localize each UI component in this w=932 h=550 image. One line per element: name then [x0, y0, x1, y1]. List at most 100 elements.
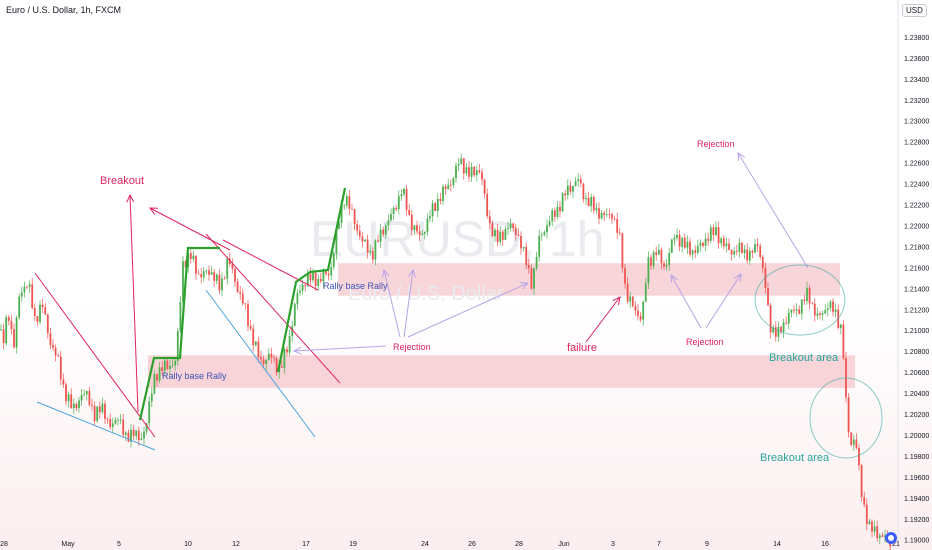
candle-body: [166, 360, 169, 369]
candle-body: [457, 163, 460, 166]
candle-body: [28, 284, 31, 288]
candle-body: [626, 283, 629, 302]
candle-body: [218, 274, 221, 291]
candle-body: [694, 250, 697, 253]
candle-body: [579, 179, 582, 184]
candle-body: [720, 238, 723, 244]
candle-body: [793, 309, 795, 311]
candle-body: [707, 238, 710, 241]
candle-body: [67, 394, 70, 402]
breakout-circle-1: [754, 264, 846, 336]
candle-body: [306, 273, 309, 286]
candle-body: [202, 271, 205, 278]
candle-body: [813, 303, 816, 316]
candle-body: [756, 244, 759, 247]
candle-body: [241, 293, 244, 304]
y-tick-label: 1.21800: [904, 244, 929, 251]
candle-body: [538, 235, 541, 257]
candle-body: [62, 379, 65, 385]
candle-body: [299, 290, 301, 293]
candle-body: [829, 301, 832, 309]
candle-body: [647, 257, 650, 284]
candle-body: [746, 249, 749, 261]
candle-body: [572, 186, 574, 192]
candle-body: [868, 521, 871, 524]
candle-body: [101, 403, 104, 413]
tradingview-logo-icon[interactable]: [884, 531, 898, 545]
candle-body: [582, 183, 585, 200]
candle-body: [559, 206, 561, 212]
candle-body: [826, 308, 829, 311]
candle-body: [850, 432, 853, 445]
y-tick-label: 1.21000: [904, 328, 929, 335]
candle-body: [655, 252, 658, 255]
candle-body: [400, 194, 403, 197]
candle-body: [192, 255, 195, 260]
y-axis: 1.23800 1.23600 1.23400 1.23200 1.23000 1.228…: [897, 0, 929, 550]
candle-body: [262, 359, 265, 365]
candle-body: [535, 256, 538, 269]
candle-body: [481, 172, 483, 180]
candle-body: [551, 210, 554, 222]
candle-body: [283, 349, 286, 368]
x-tick-label: May: [61, 541, 75, 548]
watermark: EURUSD, 1h Euro / U.S. Dollar: [310, 211, 605, 305]
candle-body: [470, 166, 473, 177]
candle-body: [676, 235, 678, 238]
candle-body: [361, 236, 364, 242]
candle-body: [338, 222, 340, 229]
candle-body: [699, 242, 702, 246]
candle-body: [340, 205, 343, 223]
candle-body: [611, 214, 613, 219]
candle-body: [847, 397, 850, 433]
candle-body: [650, 257, 652, 266]
candle-body: [244, 303, 247, 305]
candle-body: [504, 229, 507, 240]
candle-body: [403, 188, 405, 195]
candle-body: [114, 419, 117, 424]
candle-body: [546, 225, 548, 233]
candle-body: [356, 224, 359, 231]
y-tick-label: 1.22800: [904, 140, 929, 147]
rejection-arrow-2: [403, 269, 414, 338]
candle-body: [322, 271, 325, 282]
candle-body: [600, 212, 603, 219]
candle-body: [556, 206, 559, 217]
candle-body: [335, 228, 338, 254]
candle-body: [319, 278, 322, 282]
candle-body: [670, 239, 673, 253]
candle-body: [478, 170, 481, 173]
candle-body: [642, 301, 645, 320]
candle-body: [712, 227, 715, 235]
candle-body: [660, 249, 663, 264]
candle-body: [83, 394, 86, 395]
candle-body: [663, 263, 665, 267]
candle-body: [665, 264, 668, 267]
breakout-circle-2: [809, 377, 883, 459]
candle-body: [709, 227, 712, 241]
watermark-symbol: EURUSD, 1h: [310, 211, 605, 267]
currency-badge[interactable]: USD: [902, 4, 927, 17]
candle-body: [795, 309, 798, 311]
y-tick-label: 1.21200: [904, 307, 929, 314]
candle-body: [348, 196, 351, 209]
candle-body: [678, 235, 681, 247]
candle-body: [605, 214, 608, 215]
candle-body: [418, 231, 421, 235]
candle-body: [127, 432, 130, 442]
candle-body: [608, 214, 611, 215]
candle-body: [387, 220, 390, 226]
candle-body: [228, 258, 231, 264]
candle-body: [20, 292, 23, 297]
rejection-arrow-1-head: [381, 268, 390, 278]
x-tick-label: 7: [657, 541, 661, 548]
y-tick-label: 1.20800: [904, 349, 929, 356]
candle-body: [379, 229, 382, 242]
label-rally-base-rally-1: Rally base Rally: [162, 371, 227, 381]
candle-body: [525, 246, 528, 265]
candle-body: [0, 329, 2, 331]
candle-body: [249, 326, 252, 329]
x-tick-label: 9: [705, 541, 709, 548]
annotation-labels: Breakout Rally base Rally Rally base Rally…: [100, 139, 839, 464]
x-tick-label: 5: [117, 541, 121, 548]
